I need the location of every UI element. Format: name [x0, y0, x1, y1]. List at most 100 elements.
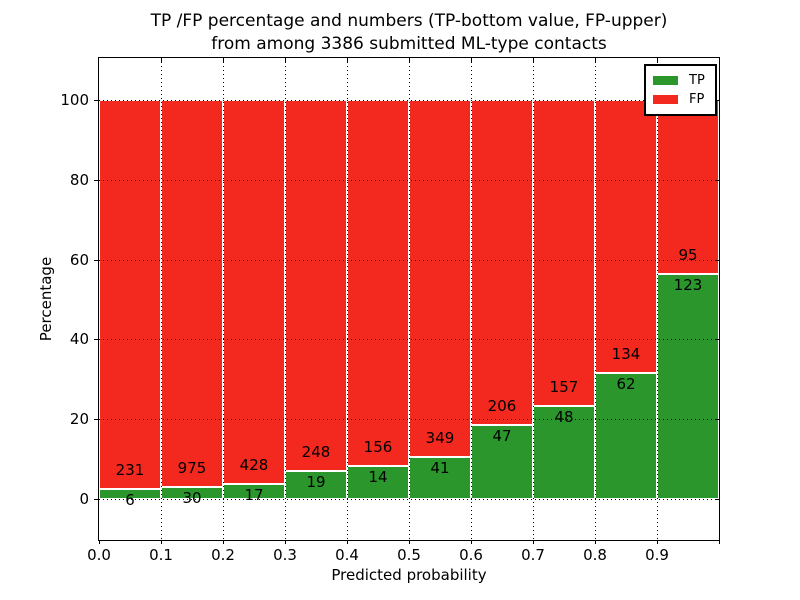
gridline-horizontal	[99, 179, 719, 181]
bar-label-fp: 134	[611, 344, 641, 363]
tick-top	[595, 58, 596, 62]
bar-label-fp: 975	[177, 459, 207, 478]
bar-segment-tp	[409, 457, 471, 499]
bar-label-fp: 95	[678, 245, 698, 264]
bar-label-tp: 48	[554, 407, 574, 426]
bar-segment-fp	[471, 100, 533, 425]
x-tick-label: 0.1	[149, 546, 173, 564]
plot-area: 231 6 975 30 428 17 248 19 156 14 349 41 206 47 157 48 1…	[98, 57, 720, 541]
bar-label-tp: 17	[244, 485, 264, 504]
tick-bottom	[471, 540, 472, 544]
tick-left	[94, 499, 98, 500]
tick-right	[715, 259, 719, 261]
tick-right	[715, 179, 719, 181]
bar-segment-tp	[595, 372, 657, 499]
tick-bottom	[347, 540, 348, 544]
bar-label-fp: 428	[239, 455, 269, 474]
bar-segment-fp	[533, 100, 595, 406]
tick-bottom	[409, 540, 410, 544]
y-tick-label: 40	[69, 330, 89, 349]
legend-label-tp: TP	[689, 73, 705, 88]
bar-segment-fp	[409, 100, 471, 458]
bar-label-tp: 123	[673, 275, 703, 294]
bar-segment-fp	[161, 100, 223, 488]
bar-label-fp: 231	[115, 460, 145, 479]
x-tick-label: 0.0	[87, 546, 111, 564]
tick-right	[715, 419, 719, 421]
tick-right	[715, 339, 719, 341]
bar-segment-fp	[347, 100, 409, 467]
x-tick-label: 0.4	[335, 546, 359, 564]
tick-bottom	[595, 540, 596, 544]
bar-label-tp: 14	[368, 468, 388, 487]
gridline-vertical	[347, 58, 348, 540]
chart-title-line-2: from among 3386 submitted ML-type contac…	[211, 34, 607, 54]
chart-title-line-1: TP /FP percentage and numbers (TP-bottom…	[150, 11, 668, 31]
tick-bottom	[533, 540, 534, 544]
bar-label-fp: 157	[549, 377, 579, 396]
x-tick-label: 0.8	[583, 546, 607, 564]
legend-entry-tp: TP	[653, 71, 711, 90]
bar-segment-fp	[99, 100, 161, 489]
gridline-horizontal	[99, 339, 719, 341]
bar-segment-tp	[533, 405, 595, 499]
gridline-vertical	[285, 58, 286, 540]
tp-color-swatch	[653, 76, 678, 85]
bar-label-fp: 349	[425, 429, 455, 448]
bar-label-fp: 156	[363, 438, 393, 457]
bar-label-fp: 206	[487, 396, 517, 415]
tick-right	[715, 499, 719, 500]
bar-segment-tp	[347, 466, 409, 499]
gridline-horizontal	[99, 499, 719, 500]
y-tick-label: 100	[60, 91, 89, 109]
x-tick-label: 0.3	[273, 546, 297, 564]
tick-right	[715, 100, 719, 101]
gridline-vertical	[595, 58, 596, 540]
bar-label-tp: 41	[430, 459, 450, 478]
gridline-horizontal	[99, 100, 719, 101]
y-tick-label: 80	[69, 170, 89, 189]
y-tick-label: 20	[69, 410, 89, 429]
tick-top	[409, 58, 410, 62]
bar-segment-fp	[595, 100, 657, 373]
bar-label-tp: 62	[616, 374, 636, 393]
tick-bottom	[285, 540, 286, 544]
tick-left	[94, 259, 98, 261]
bar-segment-fp	[285, 100, 347, 471]
tick-bottom	[223, 540, 224, 544]
legend-label-fp: FP	[689, 92, 705, 107]
bar-segment-tp	[657, 273, 719, 499]
y-tick-label: 0	[79, 490, 89, 508]
tick-bottom	[161, 540, 162, 544]
gridline-vertical	[471, 58, 472, 540]
legend-entry-fp: FP	[653, 90, 711, 109]
gridline-horizontal	[99, 259, 719, 261]
x-tick-label: 0.2	[211, 546, 235, 564]
tick-left	[94, 339, 98, 341]
tick-top	[347, 58, 348, 62]
tick-bottom	[657, 540, 658, 544]
gridline-vertical	[533, 58, 534, 540]
tick-top	[285, 58, 286, 62]
legend: TP FP	[644, 64, 717, 116]
tick-left	[94, 179, 98, 181]
tick-top	[533, 58, 534, 62]
tick-top	[657, 58, 658, 62]
x-tick-label: 0.5	[397, 546, 421, 564]
fp-color-swatch	[653, 95, 678, 104]
y-tick-label: 60	[69, 250, 89, 269]
y-axis-label: Percentage	[37, 256, 55, 342]
bar-segment-tp	[285, 470, 347, 499]
bar-segment-tp	[471, 424, 533, 499]
bar-label-tp: 6	[125, 490, 135, 509]
tick-top	[161, 58, 162, 62]
gridline-vertical	[223, 58, 224, 540]
gridline-vertical	[161, 58, 162, 540]
bar-segment-fp	[223, 100, 285, 484]
tick-top	[223, 58, 224, 62]
tick-bottom	[99, 540, 100, 544]
gridline-vertical	[409, 58, 410, 540]
x-axis-label: Predicted probability	[331, 566, 487, 584]
bar-label-fp: 248	[301, 442, 331, 461]
